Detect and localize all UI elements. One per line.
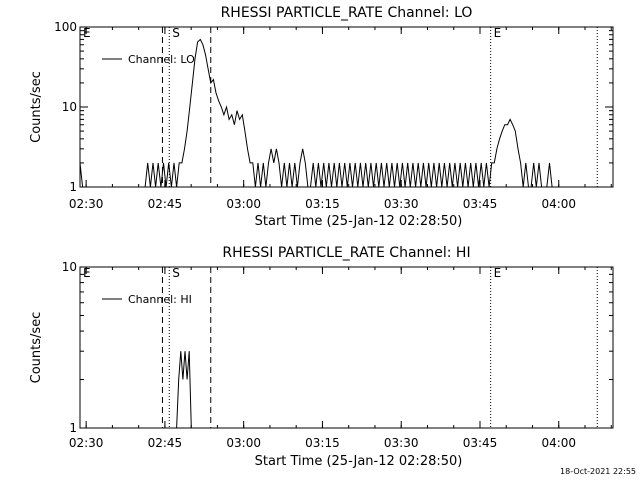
y-axis-label: Counts/sec: [29, 312, 44, 384]
x-tick-label: 02:45: [148, 436, 183, 450]
y-tick-label: 1: [69, 421, 77, 435]
marker-label: E: [494, 266, 502, 280]
x-tick-label: 03:00: [226, 436, 261, 450]
x-tick-label: 04:00: [541, 197, 576, 211]
x-tick-label: 02:30: [69, 197, 104, 211]
x-tick-label: 02:30: [69, 436, 104, 450]
x-tick-label: 03:30: [384, 197, 419, 211]
x-tick-label: 03:00: [226, 197, 261, 211]
marker-label: E: [83, 266, 91, 280]
x-tick-label: 02:45: [148, 197, 183, 211]
y-tick-label: 100: [54, 20, 77, 34]
x-tick-label: 03:15: [305, 197, 340, 211]
marker-label: S: [172, 26, 180, 40]
marker-label: E: [494, 26, 502, 40]
data-line-hi: [176, 351, 192, 429]
legend-label: Channel: HI: [128, 293, 192, 306]
x-tick-label: 03:15: [305, 436, 340, 450]
plot-frame: [79, 26, 614, 188]
x-axis-label: Start Time (25-Jan-12 02:28:50): [255, 214, 463, 229]
data-line-lo: [79, 38, 566, 188]
chart-title: RHESSI PARTICLE_RATE Channel: HI: [222, 245, 470, 261]
x-axis-label: Start Time (25-Jan-12 02:28:50): [255, 454, 463, 469]
y-tick-label: 10: [62, 100, 77, 114]
marker-label: S: [172, 266, 180, 280]
x-tick-label: 04:00: [541, 436, 576, 450]
y-axis-label: Counts/sec: [29, 71, 44, 143]
x-tick-label: 03:45: [463, 197, 498, 211]
chart-panel-hi: RHESSI PARTICLE_RATE Channel: HI 02:30 02:…: [29, 245, 614, 469]
x-tick-label: 03:45: [463, 436, 498, 450]
y-tick-label: 1: [69, 180, 77, 194]
x-tick-label: 03:30: [384, 436, 419, 450]
y-tick-label: 10: [62, 260, 77, 274]
legend-label: Channel: LO: [128, 53, 195, 66]
timestamp: 18-Oct-2021 22:55: [560, 467, 636, 476]
marker-label: E: [83, 26, 91, 40]
plot-frame: [79, 266, 614, 429]
chart-title: RHESSI PARTICLE_RATE Channel: LO: [221, 5, 473, 21]
chart-panel-lo: RHESSI PARTICLE_RATE Channel: LO 02:30 02:…: [29, 5, 614, 229]
